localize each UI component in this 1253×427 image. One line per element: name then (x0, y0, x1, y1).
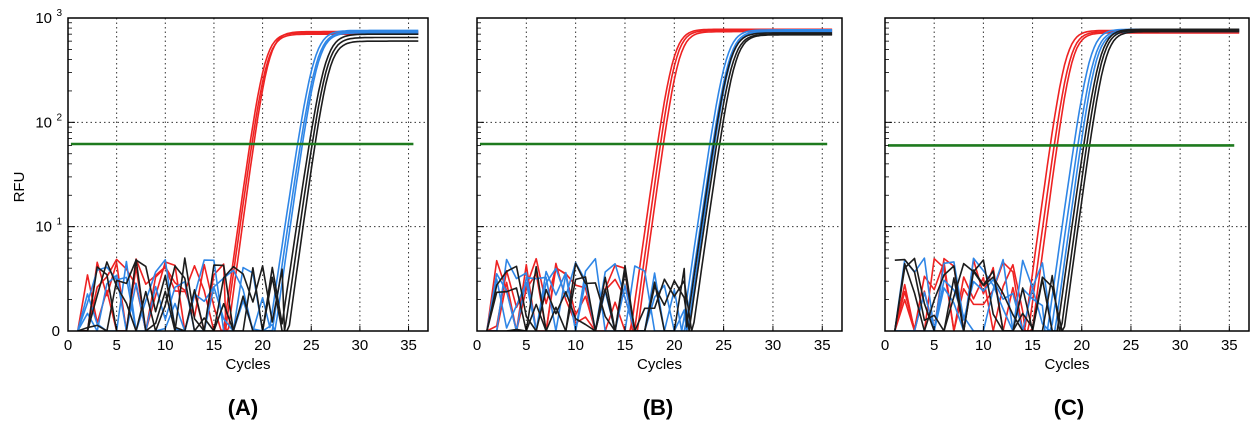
x-tick-label: 5 (522, 337, 530, 354)
x-axis-label: Cycles (1044, 356, 1089, 373)
panel-label-b: (B) (643, 395, 674, 420)
x-tick-label: 35 (814, 337, 831, 354)
x-tick-label: 10 (157, 337, 174, 354)
plot-frame (476, 17, 843, 332)
series-curve-black (77, 33, 419, 331)
x-tick-label: 0 (473, 337, 481, 354)
x-tick-label: 20 (254, 337, 271, 354)
x-tick-label: 15 (206, 337, 223, 354)
x-tick-label: 25 (1123, 337, 1140, 354)
y-tick-exponent: 2 (56, 112, 62, 123)
chart-panel-c: 0 5 10 15 20 25 30 35 Cycles (881, 17, 1250, 373)
y-tick-label: 10 (35, 219, 52, 236)
x-tick-label: 0 (64, 337, 72, 354)
y-tick-exponent: 1 (56, 217, 62, 228)
panel-label-c: (C) (1054, 395, 1085, 420)
x-tick-label: 15 (1024, 337, 1041, 354)
series-curve-blue (77, 32, 419, 331)
panel-label-a: (A) (228, 395, 259, 420)
y-tick-label: 0 (52, 323, 60, 340)
x-tick-label: 10 (975, 337, 992, 354)
plot-frame (884, 17, 1250, 332)
plot-frame (67, 17, 429, 332)
y-tick-label: 10 (35, 114, 52, 131)
y-axis-label: RFU (11, 172, 28, 203)
x-tick-label: 35 (1221, 337, 1238, 354)
x-tick-label: 5 (112, 337, 120, 354)
series-curve-blue (76, 30, 419, 331)
x-axis-label: Cycles (637, 356, 682, 373)
x-tick-label: 0 (881, 337, 889, 354)
chart-panel-a: 0 5 10 15 20 25 30 35 0 10 1 10 2 10 3 Cycles (35, 8, 429, 373)
x-tick-label: 25 (303, 337, 320, 354)
series-curve-black (77, 40, 419, 331)
x-tick-label: 20 (1073, 337, 1090, 354)
series-curve-blue (486, 29, 833, 331)
x-tick-label: 35 (400, 337, 417, 354)
x-tick-label: 30 (352, 337, 369, 354)
x-tick-label: 30 (1172, 337, 1189, 354)
series-curve-black (486, 34, 833, 331)
series-curve-black (894, 28, 1240, 331)
x-tick-label: 30 (765, 337, 782, 354)
x-tick-label: 25 (715, 337, 732, 354)
x-tick-label: 15 (617, 337, 634, 354)
series-curve-black (894, 30, 1240, 331)
x-tick-label: 5 (930, 337, 938, 354)
series-curve-black (486, 33, 833, 331)
y-tick-label: 10 (35, 10, 52, 27)
series-curve-black (77, 36, 419, 331)
series-curve-black (894, 29, 1240, 331)
chart-panel-b: 0 5 10 15 20 25 30 35 Cycles (473, 17, 843, 373)
x-axis-label: Cycles (225, 356, 270, 373)
x-tick-label: 20 (666, 337, 683, 354)
x-tick-label: 10 (567, 337, 584, 354)
y-tick-exponent: 3 (56, 8, 62, 19)
